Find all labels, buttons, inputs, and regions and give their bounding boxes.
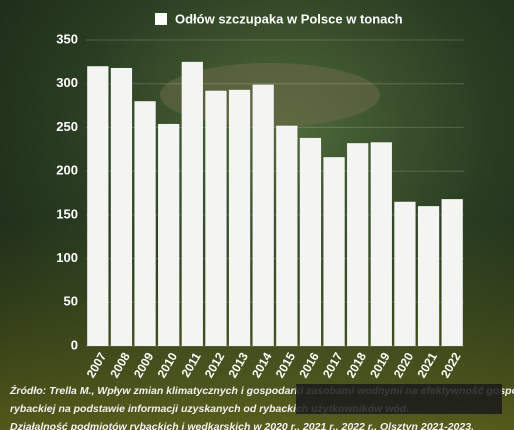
bar: [87, 66, 109, 346]
y-tick-label: 150: [56, 206, 78, 221]
bar: [110, 67, 133, 346]
bar: [441, 199, 463, 346]
bar: [181, 61, 203, 346]
source-line: Działalność podmiotów rybackich i wędkar…: [10, 421, 474, 430]
bar: [276, 125, 298, 347]
legend-swatch: [155, 13, 167, 25]
bar: [394, 201, 416, 346]
y-tick-label: 50: [64, 294, 78, 309]
bar: [299, 137, 322, 346]
bar: [347, 143, 369, 346]
bar: [228, 89, 251, 346]
bar: [134, 101, 156, 346]
bar: [252, 84, 274, 347]
y-tick-label: 250: [56, 119, 78, 134]
y-tick-label: 300: [56, 75, 78, 90]
bar: [205, 90, 227, 346]
bar: [323, 157, 345, 346]
bar: [370, 142, 392, 346]
bar: [417, 206, 440, 346]
y-tick-label: 200: [56, 163, 78, 178]
y-tick-label: 0: [71, 337, 78, 352]
legend-label: Odłów szczupaka w Polsce w tonach: [175, 11, 403, 26]
bar: [158, 123, 180, 346]
logo-box: [296, 384, 502, 414]
y-tick-label: 350: [56, 31, 78, 46]
y-tick-label: 100: [56, 250, 78, 265]
